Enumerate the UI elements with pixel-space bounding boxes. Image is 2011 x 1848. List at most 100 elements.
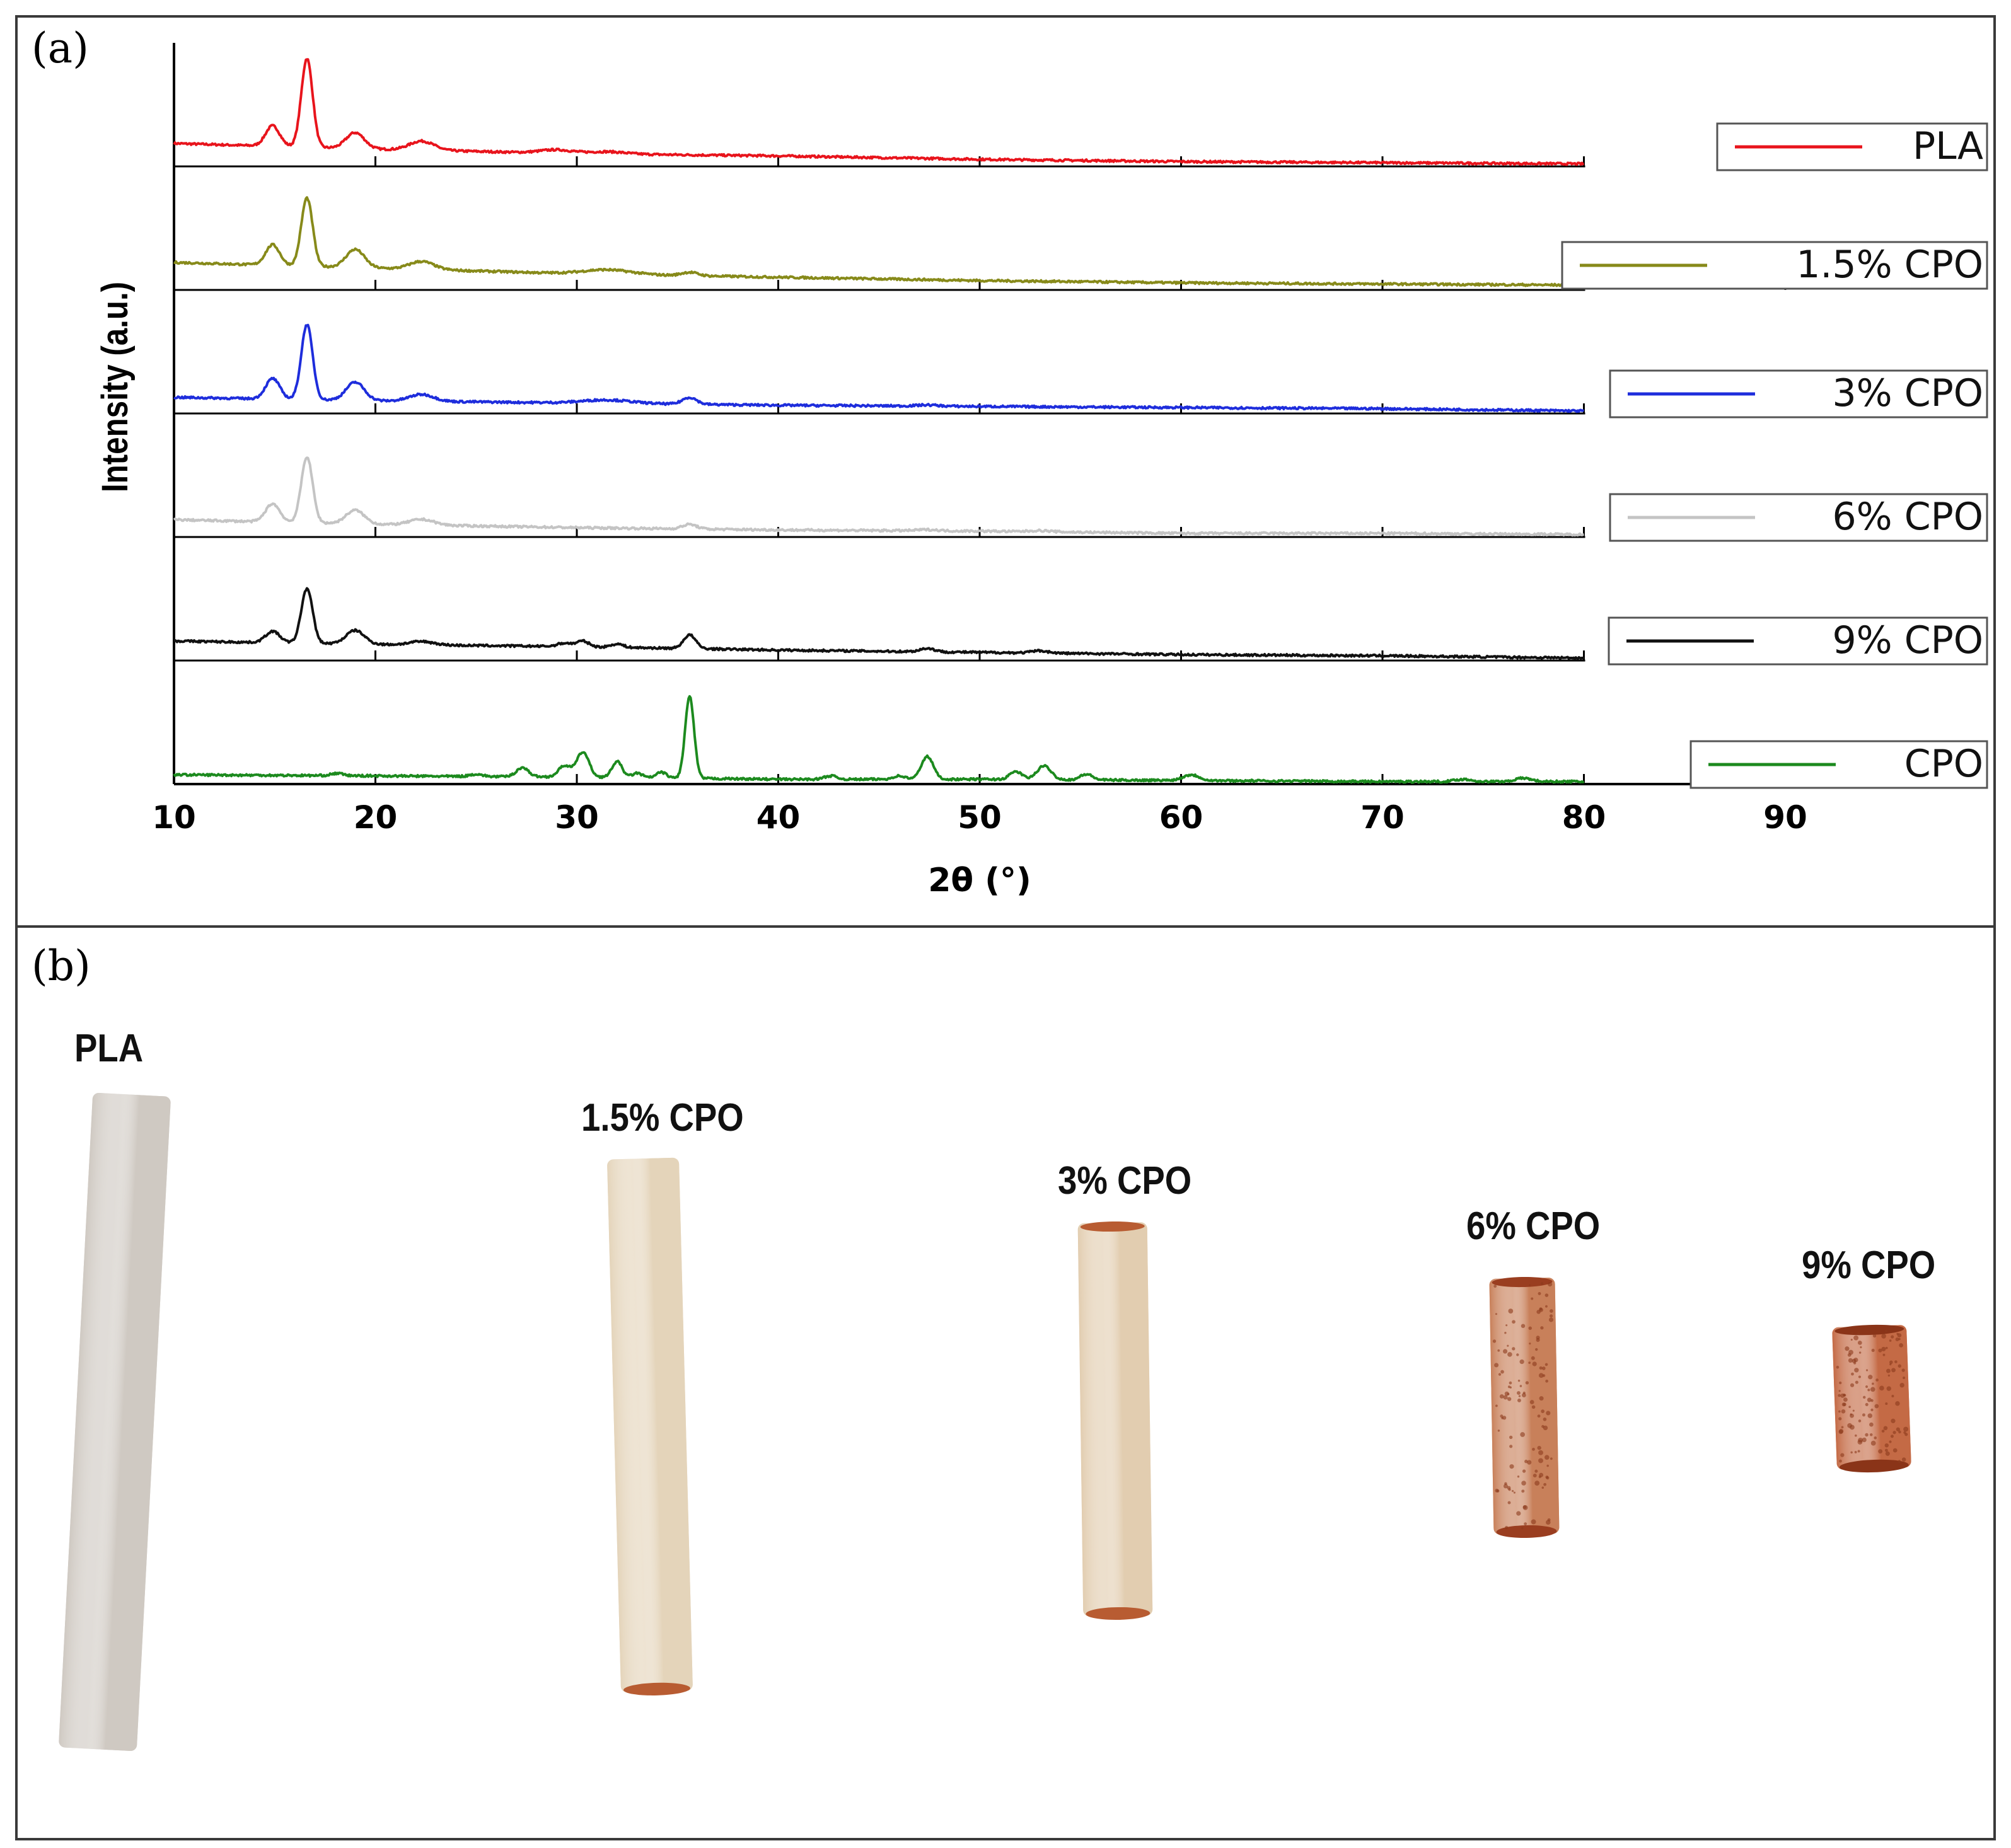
rod-speckle (1891, 1394, 1894, 1398)
rod-speckle (1521, 1489, 1525, 1493)
rod-speckle (1512, 1347, 1515, 1351)
rod-speckle (1867, 1389, 1870, 1392)
rod-shading (607, 1157, 693, 1693)
xrd-chart: 10 20 30 40 50 60 70 80 90 2θ (°) Intensity (a.u.)… (95, 43, 1988, 899)
rod-speckle (1871, 1348, 1875, 1353)
rod-speckle (1838, 1394, 1841, 1397)
rod-speckle (1508, 1308, 1514, 1314)
rod-speckle (1522, 1391, 1526, 1395)
rod-speckle (1546, 1411, 1551, 1416)
rod-speckle (1497, 1429, 1500, 1432)
x-axis-label: 2θ (°) (928, 862, 1031, 899)
rod-speckle (1531, 1405, 1536, 1409)
rod-speckle (1538, 1476, 1541, 1479)
rod-speckle (1495, 1313, 1497, 1315)
rod-speckle (1540, 1282, 1544, 1285)
sample-rod (59, 1092, 171, 1752)
rod-speckle (1504, 1331, 1507, 1334)
rod-speckle (1529, 1343, 1531, 1345)
rod-speckle (1509, 1386, 1512, 1389)
sample-rod (607, 1157, 693, 1695)
sample-label-1-5-cpo: 1.5% CPO (581, 1096, 744, 1140)
rod-end (1839, 1459, 1909, 1473)
rod-speckle (1858, 1351, 1862, 1354)
rod-speckle (1901, 1457, 1906, 1462)
rod-speckle (1896, 1332, 1899, 1335)
rod-speckle (1875, 1378, 1879, 1382)
rod-speckle (1504, 1482, 1507, 1486)
rod-speckle (1860, 1346, 1862, 1349)
rod-speckle (1855, 1380, 1858, 1384)
rod-speckle (1885, 1402, 1888, 1406)
rod-speckle (1548, 1317, 1554, 1322)
legend-entry: 9% CPO (1608, 616, 1988, 666)
rod-speckle (1493, 1285, 1497, 1288)
rod-speckle (1867, 1413, 1873, 1418)
rod-speckle (1533, 1474, 1537, 1478)
rod-speckle (1881, 1429, 1885, 1433)
rod-speckle (1511, 1489, 1514, 1493)
rod-speckle (1841, 1402, 1846, 1407)
rod-speckle (1865, 1433, 1869, 1437)
rod-speckle (1841, 1409, 1846, 1414)
rod-speckle (1865, 1385, 1869, 1389)
rod-speckle (1848, 1406, 1851, 1409)
rod-speckle (1878, 1348, 1882, 1353)
rod-speckle (1854, 1451, 1857, 1453)
rod-speckle (1862, 1437, 1867, 1443)
panel-a-letter: (a) (32, 24, 89, 72)
rod-speckle (1890, 1435, 1894, 1438)
rod-speckle (1872, 1382, 1874, 1385)
rod-speckle (1847, 1353, 1852, 1357)
rod-speckle (1878, 1449, 1883, 1454)
rod-speckle (1883, 1426, 1888, 1431)
rod-speckle (1884, 1443, 1889, 1448)
rod-speckle (1867, 1397, 1872, 1402)
rod-speckle (1496, 1489, 1500, 1493)
sample-label-6-cpo: 6% CPO (1466, 1204, 1601, 1248)
rod-speckle (1884, 1329, 1888, 1332)
rod-speckle (1889, 1363, 1892, 1366)
rod-speckle (1507, 1352, 1512, 1357)
rod-speckle (1498, 1373, 1502, 1376)
rod-speckle (1838, 1417, 1842, 1421)
rod-speckle (1517, 1398, 1521, 1402)
sample-label-3-cpo: 3% CPO (1058, 1159, 1192, 1203)
rod-end (623, 1682, 690, 1695)
rod-speckle (1507, 1392, 1510, 1395)
x-tick-label: 80 (1562, 799, 1606, 836)
x-tick-label: 50 (958, 799, 1002, 836)
x-tick-label: 40 (756, 799, 801, 836)
rod-speckle (1895, 1401, 1900, 1406)
xrd-series-line (173, 196, 1585, 287)
legend-label: 6% CPO (1832, 495, 1983, 539)
rod-top (1492, 1276, 1553, 1288)
rod-speckle (1538, 1291, 1541, 1295)
rod-speckle (1841, 1426, 1844, 1429)
rod-speckle (1520, 1432, 1526, 1437)
rod-speckle (1848, 1358, 1853, 1363)
x-tick-label: 90 (1763, 799, 1807, 836)
rod-speckle (1505, 1525, 1509, 1530)
rod-speckle (1497, 1349, 1500, 1352)
legend-label: PLA (1913, 124, 1983, 168)
rod-speckle (1898, 1364, 1901, 1368)
rod-shading (1489, 1278, 1560, 1535)
legend-label: 1.5% CPO (1796, 243, 1983, 287)
rod-end (1086, 1607, 1150, 1620)
x-tick-label: 10 (152, 799, 196, 836)
rod-speckle (1857, 1332, 1860, 1335)
rod-speckle (1865, 1402, 1869, 1406)
rod-speckle (1858, 1375, 1862, 1378)
rod-speckle (1853, 1335, 1858, 1341)
rod-speckle (1517, 1379, 1521, 1382)
rod-speckle (1852, 1409, 1855, 1412)
rod-speckle (1887, 1374, 1890, 1377)
legend-box (1609, 369, 1988, 419)
rod-speckle (1513, 1491, 1515, 1494)
rod-speckle (1896, 1427, 1900, 1431)
rod-speckle (1503, 1395, 1508, 1400)
rod-speckle (1509, 1435, 1513, 1440)
